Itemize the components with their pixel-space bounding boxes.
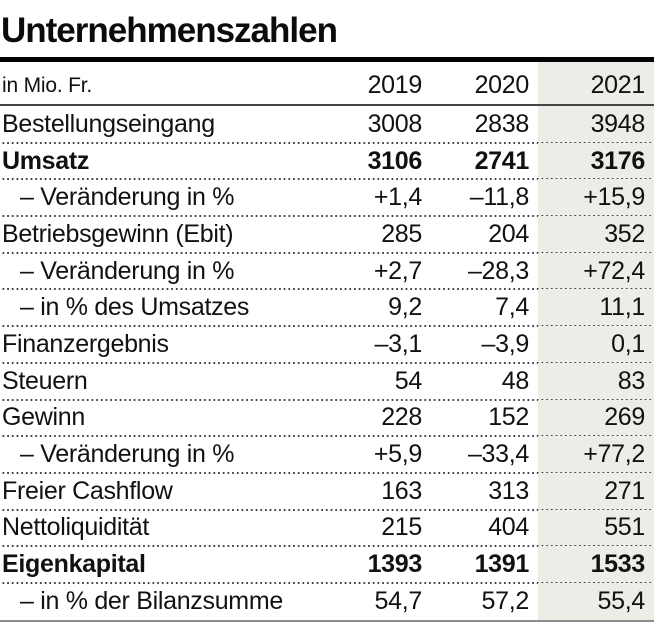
table-row: Gewinn 228 152 269 — [0, 399, 654, 437]
value-2019: 54 — [394, 366, 423, 395]
value-2021: 271 — [538, 472, 654, 510]
table-row: – Veränderung in % +2,7 –28,3 +72,4 — [0, 252, 654, 291]
row-label: Eigenkapital — [2, 550, 146, 579]
row-label: Gewinn — [2, 403, 85, 432]
table-row: Finanzergebnis –3,1 –3,9 0,1 — [0, 326, 654, 364]
value-2019: 3106 — [367, 146, 423, 175]
table-header-row: in Mio. Fr. 2019 2020 2021 — [0, 62, 654, 106]
value-2019: 3008 — [367, 109, 423, 138]
value-2020: –11,8 — [469, 183, 530, 212]
year-column-header-2021: 2021 — [538, 62, 654, 104]
row-label: Steuern — [2, 366, 88, 395]
table-row: Umsatz 3106 2741 3176 — [0, 142, 654, 181]
value-2019: –3,1 — [374, 329, 423, 358]
value-2020: 48 — [501, 366, 530, 395]
row-label: Finanzergebnis — [2, 329, 169, 358]
value-2019: 228 — [381, 403, 422, 432]
row-label: Nettoliquidität — [2, 513, 149, 542]
value-2019: 54,7 — [374, 586, 423, 615]
table-row: – Veränderung in % +1,4 –11,8 +15,9 — [0, 179, 654, 217]
row-label: – Veränderung in % — [20, 183, 235, 212]
value-2021: 55,4 — [538, 582, 654, 620]
value-2019: 9,2 — [388, 293, 422, 322]
table-row: – Veränderung in % +5,9 –33,4 +77,2 — [0, 436, 654, 474]
table-row: Betriebsgewinn (Ebit) 285 204 352 — [0, 216, 654, 254]
value-2019: +2,7 — [373, 256, 422, 285]
value-2021: 0,1 — [538, 326, 654, 363]
value-2020: 2838 — [474, 109, 530, 138]
table-bottom-border — [0, 619, 654, 622]
table-row: Nettoliquidität 215 404 551 — [0, 509, 654, 547]
value-2021: 269 — [538, 399, 654, 437]
value-2019: 215 — [381, 513, 422, 542]
table-row: Bestellungseingang 3008 2838 3948 — [0, 106, 654, 144]
row-label: Betriebsgewinn (Ebit) — [2, 219, 234, 248]
table-row: Freier Cashflow 163 313 271 — [0, 472, 654, 511]
row-label: – in % der Bilanzsumme — [20, 586, 283, 615]
value-2021: +72,4 — [538, 252, 654, 290]
value-2021: +15,9 — [538, 179, 654, 217]
table-row: – in % der Bilanzsumme 54,7 57,2 55,4 — [0, 582, 654, 620]
year-column-header-2020: 2020 — [474, 70, 530, 99]
value-2020: –3,9 — [481, 329, 530, 358]
year-column-header-2019: 2019 — [367, 70, 423, 99]
table-row: – in % des Umsatzes 9,2 7,4 11,1 — [0, 289, 654, 327]
value-2020: 204 — [488, 219, 529, 248]
title-divider — [0, 57, 654, 62]
value-2020: –28,3 — [467, 256, 529, 285]
value-2021: 83 — [538, 362, 654, 400]
row-label: Freier Cashflow — [2, 476, 173, 505]
value-2021: 352 — [538, 216, 654, 253]
value-2020: 7,4 — [495, 293, 529, 322]
value-2019: +1,4 — [373, 183, 422, 212]
value-2020: 404 — [488, 513, 529, 542]
value-2020: 1391 — [474, 550, 530, 579]
unit-label: in Mio. Fr. — [2, 74, 92, 97]
row-label: Umsatz — [2, 146, 90, 175]
value-2020: –33,4 — [467, 440, 529, 469]
row-label: Bestellungseingang — [2, 109, 215, 138]
row-label: – Veränderung in % — [20, 440, 235, 469]
value-2019: 1393 — [367, 550, 423, 579]
value-2020: 152 — [488, 403, 529, 432]
table-row: Eigenkapital 1393 1391 1533 — [0, 546, 654, 584]
value-2020: 57,2 — [481, 586, 530, 615]
row-label: – in % des Umsatzes — [20, 293, 250, 322]
value-2020: 313 — [488, 476, 529, 505]
value-2021: 3176 — [538, 142, 654, 180]
table-body: Bestellungseingang 3008 2838 3948 Umsatz 3106… — [0, 106, 654, 620]
value-2021: 1533 — [538, 546, 654, 583]
value-2019: 285 — [381, 219, 422, 248]
value-2021: 551 — [538, 509, 654, 547]
page-title: Unternehmenszahlen — [1, 11, 338, 50]
value-2021: +77,2 — [538, 436, 654, 473]
value-2021: 3948 — [538, 106, 654, 143]
value-2021: 11,1 — [538, 289, 654, 327]
row-label: – Veränderung in % — [20, 256, 235, 285]
table-row: Steuern 54 48 83 — [0, 362, 654, 401]
value-2019: 163 — [381, 476, 422, 505]
value-2020: 2741 — [474, 146, 530, 175]
value-2019: +5,9 — [373, 440, 422, 469]
